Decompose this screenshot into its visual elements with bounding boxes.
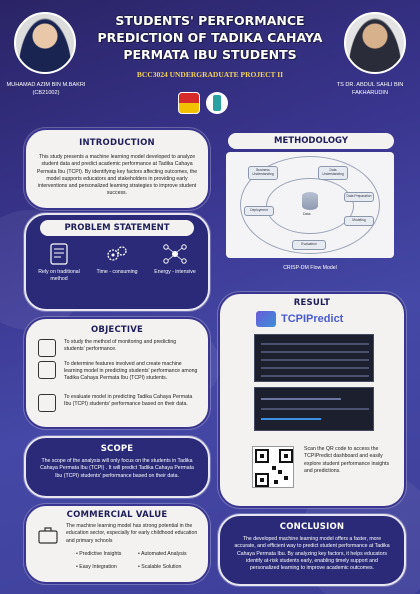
- introduction-text: This study presents a machine learning m…: [36, 154, 198, 197]
- student-name: MUHAMAD AZIM BIN M.BAKRI (CB21002): [0, 82, 92, 97]
- app-logo-icon: [256, 311, 276, 327]
- node-modeling: Modeling: [344, 216, 374, 226]
- scope-text: The scope of the analysis will only focu…: [40, 458, 194, 479]
- poster-title: STUDENTS' PERFORMANCE PREDICTION OF TADI…: [97, 13, 323, 62]
- objective-heading: OBJECTIVE: [90, 325, 144, 335]
- conclusion-heading: CONCLUSION: [279, 522, 345, 532]
- evaluation-icon: [38, 394, 56, 412]
- commercial-bullet: Easy Integration: [76, 564, 117, 570]
- gears-icon: [104, 243, 130, 265]
- introduction-card: INTRODUCTION This study presents a machi…: [24, 128, 210, 210]
- problem-item: Rely on traditional method: [34, 243, 84, 283]
- problem-statement-card: PROBLEM STATEMENT Rely on traditional me…: [24, 213, 210, 311]
- university-logo: [206, 92, 228, 114]
- scope-card: SCOPE The scope of the analysis will onl…: [24, 436, 210, 498]
- objective-item: To determine features involved and creat…: [38, 361, 198, 382]
- supervisor-photo: [344, 12, 406, 74]
- problem-item-label: Rely on traditional method: [38, 269, 80, 283]
- objective-item: To study the method of monitoring and pr…: [38, 339, 198, 357]
- qr-code: [252, 446, 294, 488]
- problem-item: Energy - intensive: [150, 243, 200, 276]
- commercial-value-heading: COMMERCIAL VALUE: [66, 510, 168, 520]
- node-data: Data: [303, 212, 311, 216]
- app-name: TCPIPredict: [281, 313, 344, 325]
- introduction-heading: INTRODUCTION: [79, 138, 155, 148]
- chart-icon: [38, 361, 56, 379]
- student-photo: [14, 12, 76, 74]
- result-card: RESULT TCPIPredict Scan the QR code to a…: [218, 292, 406, 508]
- conclusion-card: CONCLUSION The developed machine learnin…: [218, 514, 406, 586]
- methodology-heading: METHODOLOGY: [228, 133, 394, 149]
- problem-item-label: Energy - intensive: [154, 269, 196, 275]
- logos: [178, 92, 228, 114]
- node-evaluation: Evaluation: [292, 240, 326, 250]
- student-name-text: MUHAMAD AZIM BIN M.BAKRI: [6, 82, 86, 88]
- commercial-bullet: Predictive Insights: [76, 551, 121, 557]
- dashboard-screenshot-1: [254, 334, 374, 382]
- commercial-value-text: The machine learning model has strong po…: [66, 523, 198, 544]
- node-business-understanding: Business Understanding: [248, 166, 278, 180]
- people-network-icon: [162, 243, 188, 265]
- commercial-bullet: Scalable Solution: [138, 564, 181, 570]
- commercial-bullet: Automated Analysis: [138, 551, 187, 557]
- conclusion-text: The developed machine learning model off…: [234, 536, 390, 572]
- cycle-outer: [240, 156, 380, 254]
- methodology-caption: CRISP-DM Flow Model: [283, 265, 337, 271]
- commercial-value-card: COMMERCIAL VALUE The machine learning mo…: [24, 504, 210, 584]
- briefcase-icon: [38, 526, 58, 544]
- problem-item: Time - consuming: [92, 243, 142, 276]
- objective-item: To evaluate model in predicting Tadika C…: [38, 394, 198, 412]
- objective-text: To study the method of monitoring and pr…: [64, 339, 177, 353]
- school-logo: [178, 92, 200, 114]
- result-heading: RESULT: [293, 298, 331, 308]
- dashboard-screenshot-2: [254, 387, 374, 431]
- objective-text: To determine features involved and creat…: [64, 361, 198, 382]
- node-data-preparation: Data Preparation: [344, 192, 374, 202]
- node-deployment: Deployment: [244, 206, 274, 216]
- scope-heading: SCOPE: [100, 444, 134, 454]
- problem-item-label: Time - consuming: [96, 269, 138, 275]
- checklist-icon: [46, 243, 72, 265]
- monitor-icon: [38, 339, 56, 357]
- student-id: (CB21002): [32, 89, 60, 96]
- poster-subtitle: BCC3024 UNDERGRADUATE PROJECT II: [136, 70, 284, 79]
- problem-statement-heading: PROBLEM STATEMENT: [40, 220, 194, 236]
- database-icon: [302, 192, 318, 210]
- objective-card: OBJECTIVE To study the method of monitor…: [24, 317, 210, 429]
- qr-text: Scan the QR code to access the TCPIPredi…: [304, 446, 390, 474]
- supervisor-name: TS DR. ABDUL SAHLI BIN FAKHARUDIN: [336, 82, 404, 96]
- crisp-dm-diagram: Business Understanding Data Understandin…: [226, 152, 394, 258]
- app-logo: TCPIPredict: [256, 311, 343, 327]
- objective-text: To evaluate model in predicting Tadika C…: [64, 394, 193, 408]
- node-data-understanding: Data Understanding: [318, 166, 348, 180]
